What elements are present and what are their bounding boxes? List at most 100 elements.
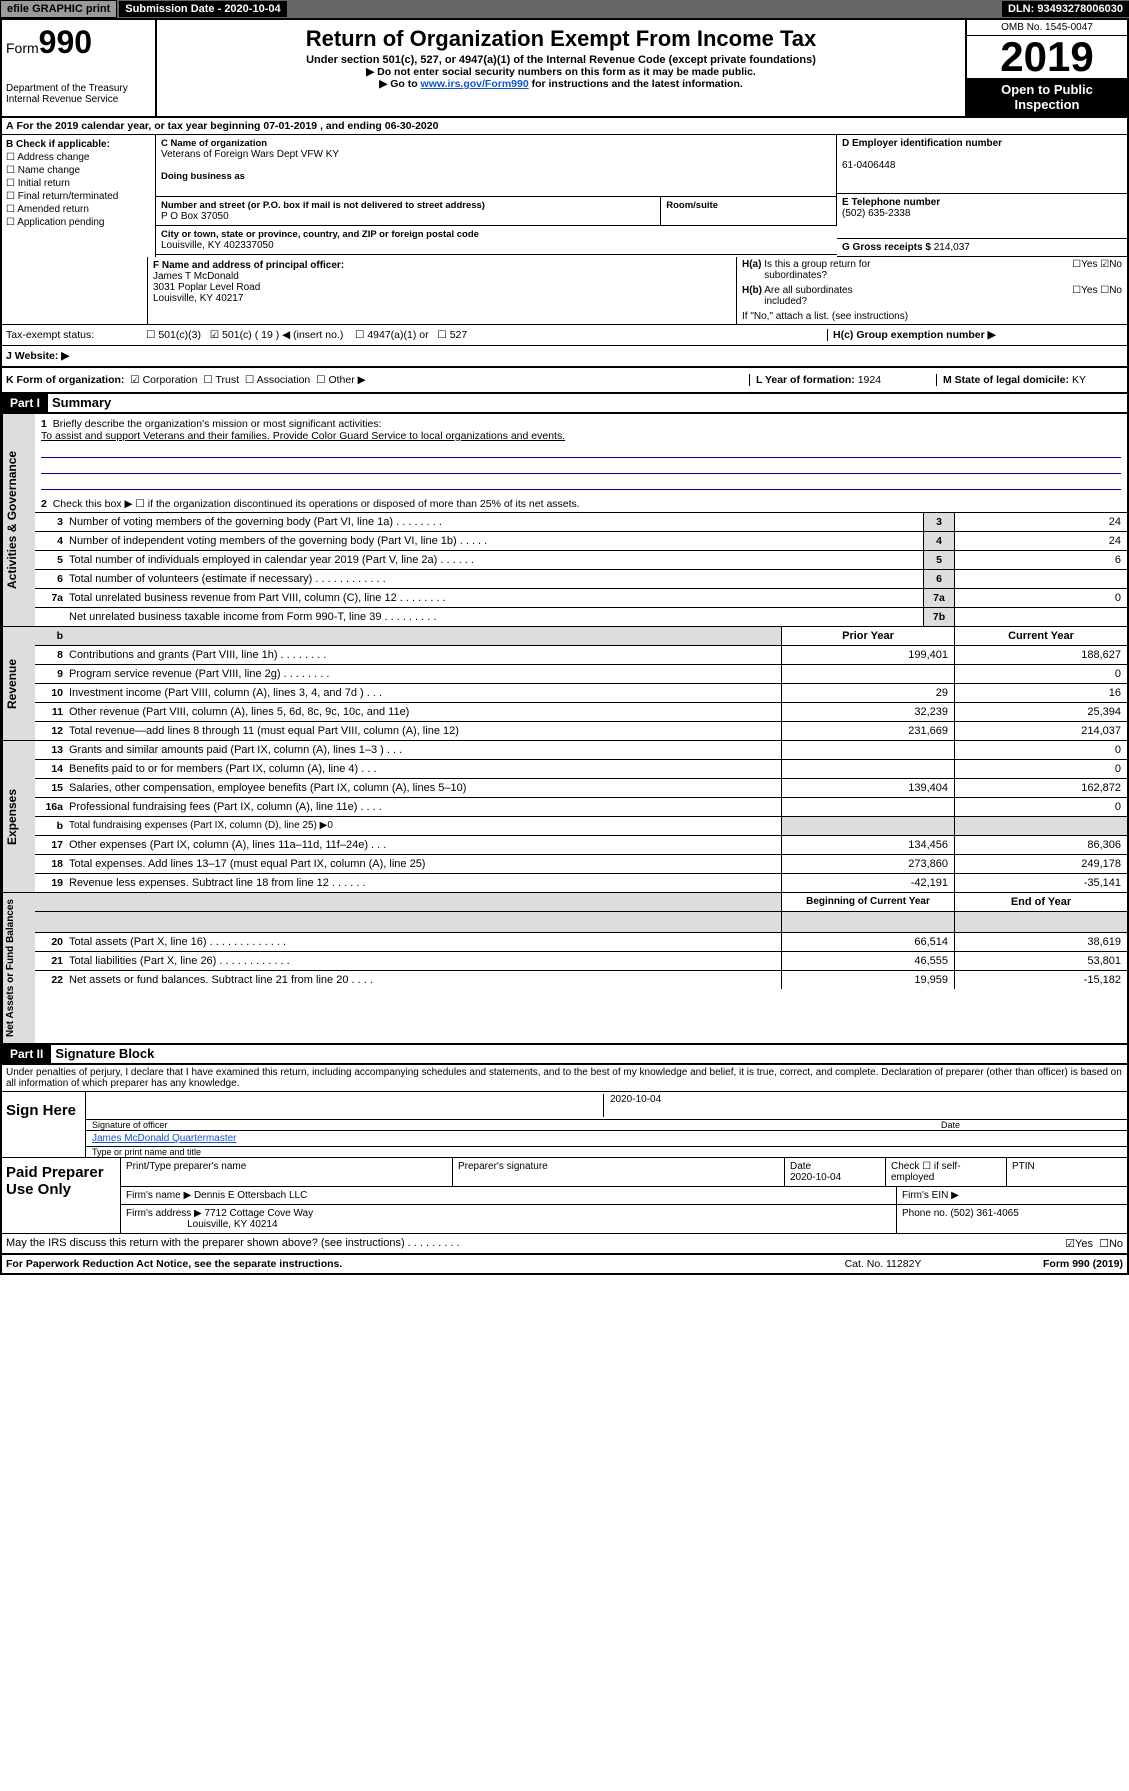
part1-header: Part ISummary [2, 394, 1127, 414]
l3: Number of voting members of the governin… [67, 513, 923, 531]
note-link: ▶ Go to www.irs.gov/Form990 for instruct… [161, 78, 961, 90]
l16a: Professional fundraising fees (Part IX, … [67, 798, 781, 816]
l4: Number of independent voting members of … [67, 532, 923, 550]
l22: Net assets or fund balances. Subtract li… [67, 971, 781, 989]
form-prefix: Form [6, 40, 39, 56]
v7b [954, 608, 1127, 626]
mission: To assist and support Veterans and their… [41, 430, 565, 442]
hdr-curr: Current Year [954, 627, 1127, 645]
firm-name: Firm's name ▶ Dennis E Ottersbach LLC [121, 1187, 897, 1204]
prep-date: Date2020-10-04 [785, 1158, 886, 1186]
cb-pending[interactable]: ☐ Application pending [6, 217, 151, 228]
prep-ptin: PTIN [1007, 1158, 1127, 1186]
line-a: A For the 2019 calendar year, or tax yea… [2, 118, 1127, 135]
form-container: Form990 Department of the TreasuryIntern… [0, 18, 1129, 1275]
l13: Grants and similar amounts paid (Part IX… [67, 741, 781, 759]
f-h-row: F Name and address of principal officer:… [2, 257, 1127, 325]
city-state-zip: Louisville, KY 402337050 [161, 240, 274, 251]
hb-answer[interactable]: ☐Yes ☐No [1072, 285, 1122, 307]
v5: 6 [954, 551, 1127, 569]
vtab-expenses: Expenses [2, 741, 35, 892]
l20: Total assets (Part X, line 16) . . . . .… [67, 933, 781, 951]
title-cell: Return of Organization Exempt From Incom… [157, 20, 965, 116]
h-note: If "No," attach a list. (see instruction… [737, 309, 1127, 324]
irs-link[interactable]: www.irs.gov/Form990 [421, 78, 529, 90]
footer: For Paperwork Reduction Act Notice, see … [2, 1255, 1127, 1273]
foot-left: For Paperwork Reduction Act Notice, see … [6, 1258, 803, 1270]
officer-sig-name[interactable]: James McDonald Quartermaster [92, 1133, 237, 1144]
v6 [954, 570, 1127, 588]
l18: Total expenses. Add lines 13–17 (must eq… [67, 855, 781, 873]
l1-text: Briefly describe the organization's miss… [53, 418, 382, 430]
sign-here-label: Sign Here [2, 1092, 86, 1157]
cb-name[interactable]: ☐ Name change [6, 165, 151, 176]
activities-section: Activities & Governance 1 Briefly descri… [2, 414, 1127, 627]
note-ssn: ▶ Do not enter social security numbers o… [161, 66, 961, 78]
l5: Total number of individuals employed in … [67, 551, 923, 569]
l10: Investment income (Part VIII, column (A)… [67, 684, 781, 702]
top-bar: efile GRAPHIC print Submission Date - 20… [0, 0, 1129, 18]
addr-cell: Number and street (or P.O. box if mail i… [156, 197, 661, 225]
phone: (502) 635-2338 [842, 208, 910, 219]
hdr-prior: Prior Year [781, 627, 954, 645]
col-r: D Employer identification number61-04064… [837, 135, 1127, 257]
subtitle: Under section 501(c), 527, or 4947(a)(1)… [161, 54, 961, 66]
tax-year: 2019 [967, 36, 1127, 78]
preparer-label: Paid Preparer Use Only [2, 1158, 121, 1233]
k-row: K Form of organization: ☑ Corporation ☐ … [2, 368, 1127, 394]
part2-header: Part IISignature Block [2, 1045, 1127, 1065]
officer-addr1: 3031 Poplar Level Road [153, 282, 260, 293]
sign-here-row: Sign Here 2020-10-04 Signature of office… [2, 1092, 1127, 1158]
firm-addr: Firm's address ▶ 7712 Cottage Cove Way L… [121, 1205, 897, 1233]
f-spacer [2, 257, 148, 324]
tes-opts: ☐ 501(c)(3) ☑ 501(c) ( 19 ) ◀ (insert no… [146, 329, 817, 341]
discuss-text: May the IRS discuss this return with the… [6, 1237, 1065, 1250]
submission-date: Submission Date - 2020-10-04 [119, 1, 286, 17]
vtab-revenue: Revenue [2, 627, 35, 740]
gross-cell: G Gross receipts $ 214,037 [837, 239, 1127, 257]
l19: Revenue less expenses. Subtract line 18 … [67, 874, 781, 892]
prep-selfemp: Check ☐ if self-employed [886, 1158, 1007, 1186]
l7a: Total unrelated business revenue from Pa… [67, 589, 923, 607]
street-address: P O Box 37050 [161, 211, 229, 222]
l16b: Total fundraising expenses (Part IX, col… [67, 817, 781, 835]
ein: 61-0406448 [842, 160, 895, 171]
l8: Contributions and grants (Part VIII, lin… [67, 646, 781, 664]
cb-initial[interactable]: ☐ Initial return [6, 178, 151, 189]
title-row: Form990 Department of the TreasuryIntern… [2, 20, 1127, 118]
l21: Total liabilities (Part X, line 26) . . … [67, 952, 781, 970]
revenue-section: Revenue bPrior YearCurrent Year 8Contrib… [2, 627, 1127, 741]
cb-address[interactable]: ☐ Address change [6, 152, 151, 163]
discuss-row: May the IRS discuss this return with the… [2, 1234, 1127, 1255]
b-label: B Check if applicable: [6, 139, 110, 150]
gross-receipts: 214,037 [934, 242, 970, 253]
officer-name: James T McDonald [153, 271, 239, 282]
prep-name-hdr: Print/Type preparer's name [121, 1158, 453, 1186]
l12: Total revenue—add lines 8 through 11 (mu… [67, 722, 781, 740]
firm-ein: Firm's EIN ▶ [897, 1187, 1127, 1204]
website-row: J Website: ▶ [2, 346, 1127, 368]
l15: Salaries, other compensation, employee b… [67, 779, 781, 797]
org-name: Veterans of Foreign Wars Dept VFW KY [161, 149, 339, 160]
cb-amended[interactable]: ☐ Amended return [6, 204, 151, 215]
cb-final[interactable]: ☐ Final return/terminated [6, 191, 151, 202]
l9: Program service revenue (Part VIII, line… [67, 665, 781, 683]
perjury: Under penalties of perjury, I declare th… [2, 1065, 1127, 1092]
expenses-section: Expenses 13Grants and similar amounts pa… [2, 741, 1127, 893]
ha-answer[interactable]: ☐Yes ☑No [1072, 259, 1122, 281]
f-cell: F Name and address of principal officer:… [148, 257, 737, 324]
foot-right: Form 990 (2019) [963, 1258, 1123, 1270]
vtab-activities: Activities & Governance [2, 414, 35, 626]
v7a: 0 [954, 589, 1127, 607]
foot-cat: Cat. No. 11282Y [803, 1258, 963, 1270]
ein-cell: D Employer identification number61-04064… [837, 135, 1127, 194]
discuss-answer[interactable]: ☑Yes ☐No [1065, 1237, 1123, 1250]
open-public: Open to Public Inspection [967, 78, 1127, 116]
l17: Other expenses (Part IX, column (A), lin… [67, 836, 781, 854]
firm-phone: Phone no. (502) 361-4065 [897, 1205, 1127, 1233]
h-cell: H(a) Is this a group return for subordin… [737, 257, 1127, 324]
l2-text: Check this box ▶ ☐ if the organization d… [53, 498, 580, 510]
phone-cell: E Telephone number(502) 635-2338 [837, 194, 1127, 239]
dln: DLN: 93493278006030 [1002, 1, 1129, 17]
efile-button[interactable]: efile GRAPHIC print [0, 0, 117, 18]
